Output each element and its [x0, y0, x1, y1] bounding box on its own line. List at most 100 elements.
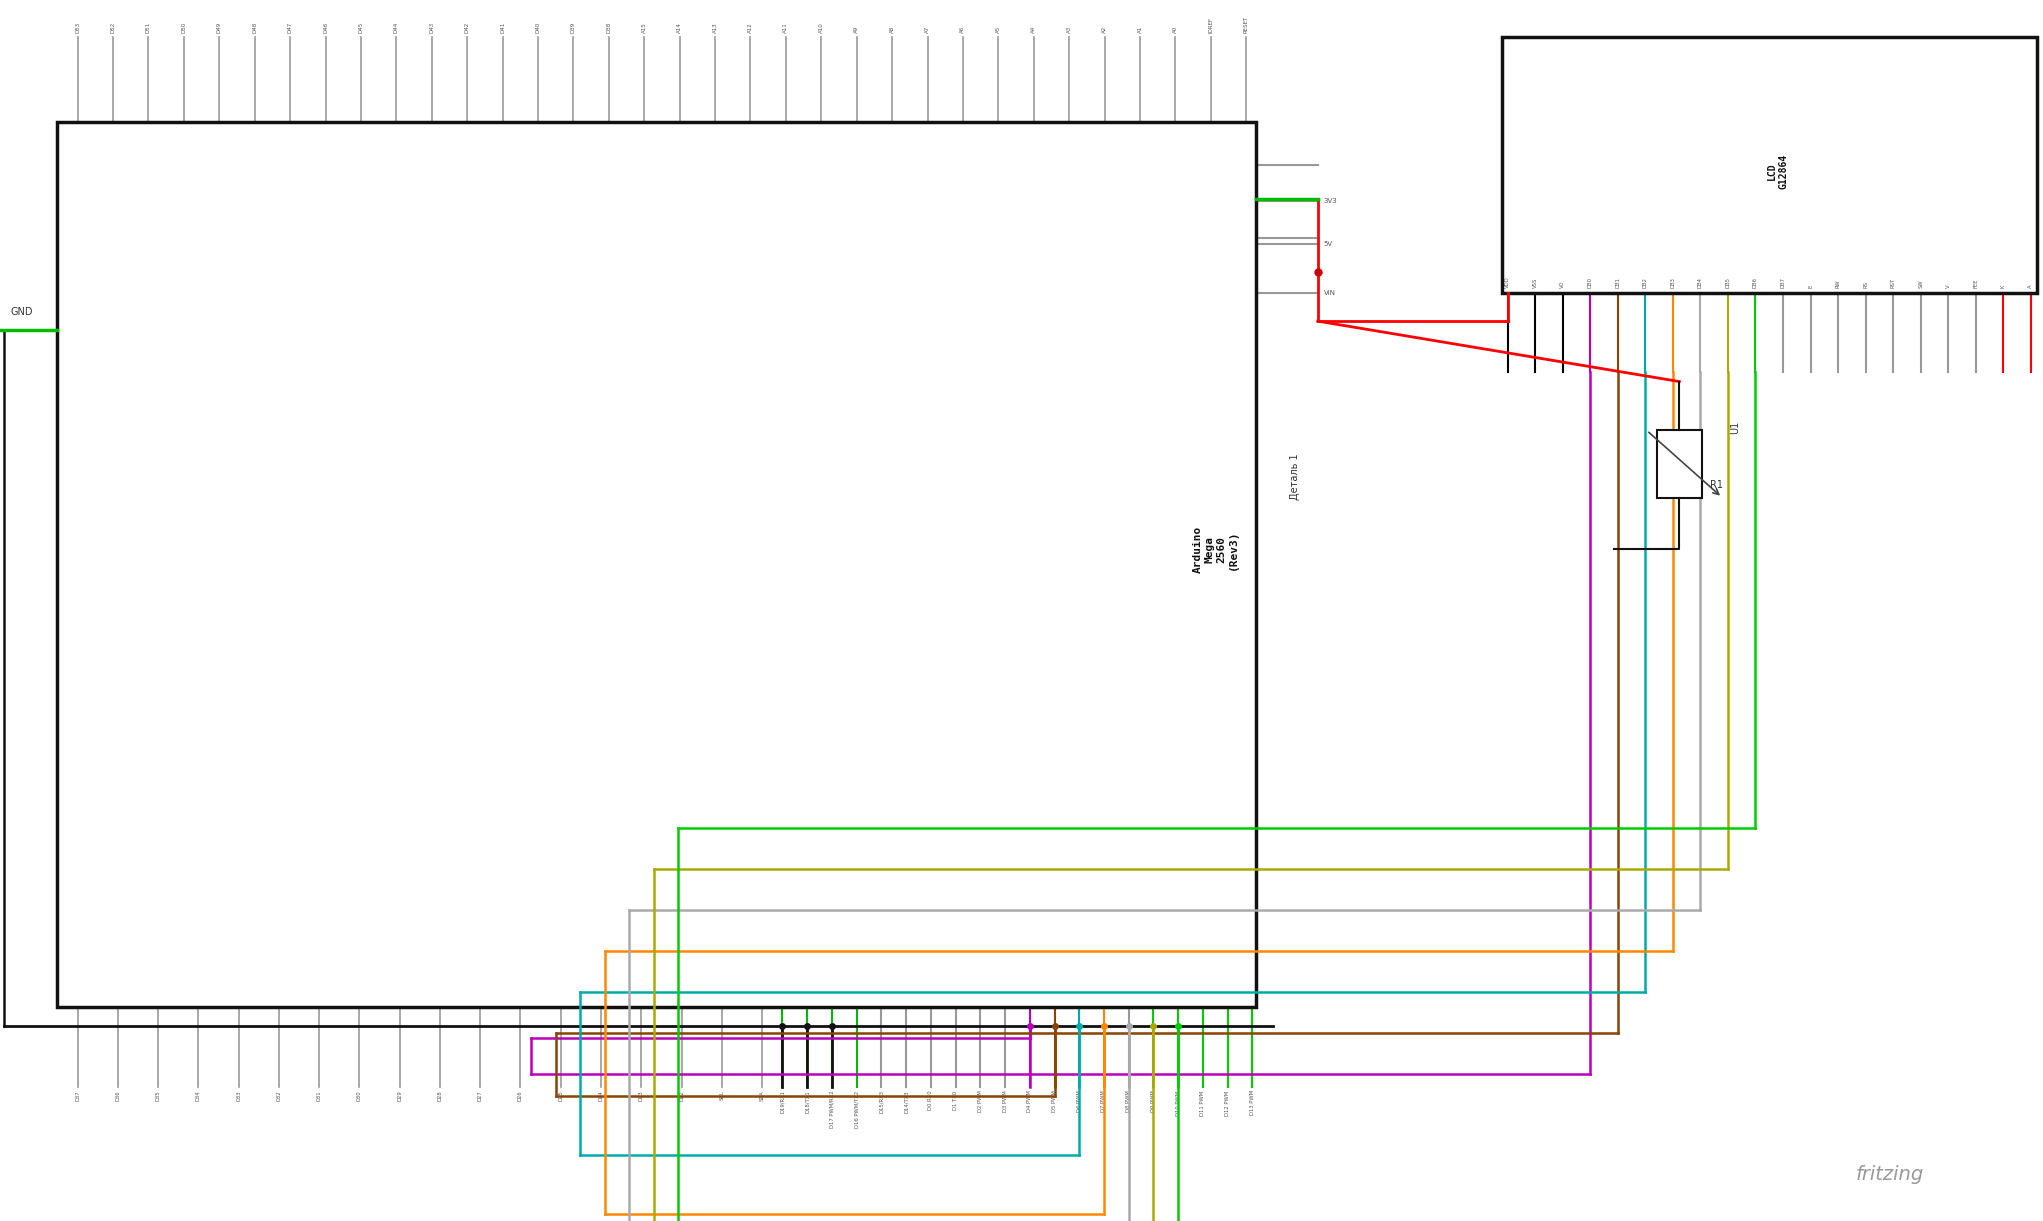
Text: D52: D52	[110, 22, 116, 33]
Text: A6: A6	[960, 26, 966, 33]
Text: GND: GND	[10, 308, 33, 317]
Text: D24: D24	[599, 1090, 603, 1101]
Text: D13 PWM: D13 PWM	[1250, 1090, 1254, 1116]
Text: A8: A8	[889, 26, 895, 33]
Text: D35: D35	[155, 1090, 161, 1101]
Text: DB6: DB6	[1753, 277, 1757, 288]
Text: D16 PWM/TX2: D16 PWM/TX2	[854, 1090, 860, 1128]
Text: D9 PWM: D9 PWM	[1150, 1090, 1156, 1112]
Text: D42: D42	[464, 22, 470, 33]
Text: D46: D46	[323, 22, 329, 33]
Text: fritzing: fritzing	[1855, 1165, 1925, 1184]
Text: D29: D29	[396, 1090, 402, 1101]
Text: LCD
G12864: LCD G12864	[1767, 154, 1788, 188]
Text: VIN: VIN	[1324, 291, 1336, 295]
Text: D48: D48	[251, 22, 257, 33]
Text: DB5: DB5	[1726, 277, 1730, 288]
Text: A2: A2	[1101, 26, 1107, 33]
Text: A10: A10	[819, 22, 823, 33]
Text: DB4: DB4	[1698, 277, 1704, 288]
Text: D12 PWM: D12 PWM	[1226, 1090, 1230, 1116]
Text: D33: D33	[237, 1090, 241, 1101]
Text: D15/RX3: D15/RX3	[878, 1090, 885, 1114]
Text: D43: D43	[429, 22, 435, 33]
Text: D26: D26	[519, 1090, 523, 1101]
Text: D32: D32	[276, 1090, 282, 1101]
Text: A7: A7	[925, 26, 930, 33]
Text: A4: A4	[1032, 26, 1036, 33]
Text: D17 PWM/RX2: D17 PWM/RX2	[829, 1090, 834, 1128]
Text: VDD: VDD	[1506, 276, 1510, 288]
Text: D39: D39	[570, 22, 576, 33]
Text: DB2: DB2	[1643, 277, 1649, 288]
Text: A14: A14	[676, 22, 682, 33]
Text: D38: D38	[607, 22, 611, 33]
Text: D0 RX0: D0 RX0	[928, 1090, 934, 1110]
Text: A3: A3	[1066, 26, 1073, 33]
Text: FEE: FEE	[1974, 278, 1978, 288]
Text: D25: D25	[558, 1090, 564, 1101]
Text: D10 PWM: D10 PWM	[1175, 1090, 1181, 1116]
Text: A12: A12	[748, 22, 754, 33]
Text: D19/RX1: D19/RX1	[780, 1090, 785, 1114]
Text: A13: A13	[713, 22, 717, 33]
Text: K: K	[2000, 284, 2006, 288]
Text: D11 PWM: D11 PWM	[1201, 1090, 1205, 1116]
Text: E: E	[1808, 284, 1812, 288]
Text: DB3: DB3	[1671, 277, 1675, 288]
Text: A15: A15	[642, 22, 648, 33]
Text: D8 PWM: D8 PWM	[1126, 1090, 1132, 1112]
Text: D6 PWM: D6 PWM	[1077, 1090, 1081, 1112]
Text: D40: D40	[535, 22, 541, 33]
Text: RW: RW	[1835, 280, 1841, 288]
Text: D4 PWM: D4 PWM	[1028, 1090, 1032, 1112]
Text: R1: R1	[1710, 480, 1722, 491]
Text: SCL: SCL	[719, 1090, 725, 1100]
Text: D22: D22	[678, 1090, 684, 1101]
Text: A9: A9	[854, 26, 860, 33]
Text: D47: D47	[288, 22, 292, 33]
Text: D3 PWM: D3 PWM	[1003, 1090, 1007, 1112]
Bar	[57, 122, 1256, 1007]
Text: A11: A11	[782, 22, 789, 33]
Bar	[1657, 431, 1702, 498]
Text: D34: D34	[196, 1090, 200, 1101]
Text: 3V3: 3V3	[1324, 199, 1338, 204]
Text: U1: U1	[1730, 421, 1741, 433]
Text: VSS: VSS	[1532, 278, 1538, 288]
Text: D1 TX0: D1 TX0	[954, 1090, 958, 1110]
Text: D2 PWM: D2 PWM	[979, 1090, 983, 1112]
Text: Деталь 1: Деталь 1	[1291, 453, 1299, 499]
Text: D45: D45	[358, 22, 364, 33]
Text: D51: D51	[145, 22, 151, 33]
Text: D49: D49	[217, 22, 223, 33]
Text: SW: SW	[1918, 280, 1922, 288]
Text: D23: D23	[639, 1090, 644, 1101]
Text: IOREF: IOREF	[1207, 17, 1214, 33]
Text: Arduino
Mega
2560
(Rev3): Arduino Mega 2560 (Rev3)	[1193, 526, 1238, 573]
Text: D14/TX3: D14/TX3	[903, 1090, 909, 1114]
Text: A0: A0	[1173, 26, 1179, 33]
Text: A: A	[2029, 284, 2033, 288]
Text: D53: D53	[76, 22, 80, 33]
Text: D36: D36	[114, 1090, 121, 1101]
Text: D28: D28	[437, 1090, 443, 1101]
Text: D18/TX1: D18/TX1	[805, 1090, 809, 1114]
Text: V: V	[1945, 284, 1951, 288]
Text: D44: D44	[394, 22, 398, 33]
Text: 5V: 5V	[1324, 242, 1332, 247]
Text: D7 PWM: D7 PWM	[1101, 1090, 1107, 1112]
Text: D30: D30	[358, 1090, 362, 1101]
Text: A5: A5	[995, 26, 1001, 33]
Text: DB1: DB1	[1616, 277, 1620, 288]
Text: DB7: DB7	[1781, 277, 1786, 288]
Bar	[1502, 37, 2037, 293]
Text: D31: D31	[317, 1090, 321, 1101]
Text: D37: D37	[76, 1090, 80, 1101]
Text: VO: VO	[1561, 281, 1565, 288]
Text: DB0: DB0	[1587, 277, 1594, 288]
Text: D41: D41	[501, 22, 505, 33]
Text: RST: RST	[1890, 278, 1896, 288]
Text: D27: D27	[478, 1090, 482, 1101]
Text: RESET: RESET	[1244, 16, 1248, 33]
